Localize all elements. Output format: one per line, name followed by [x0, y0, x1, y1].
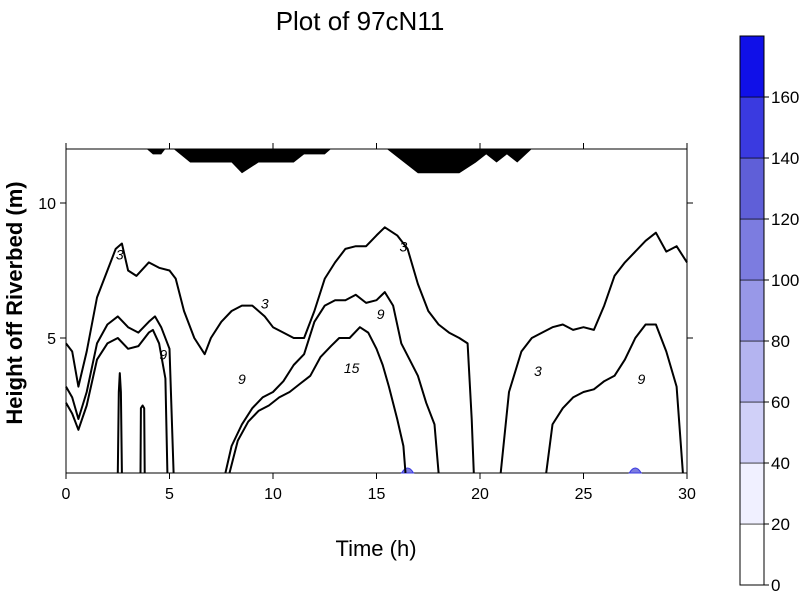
contour-label: 9	[377, 306, 385, 322]
contour-line	[116, 372, 123, 474]
colorbar-tick-label: 0	[771, 576, 780, 595]
contour-label: 15	[344, 360, 360, 376]
colorbar-band	[739, 279, 765, 342]
intensity-patch	[400, 467, 415, 474]
contour-line	[228, 326, 407, 474]
colorbar-band	[739, 340, 765, 403]
x-tick-label: 25	[575, 486, 593, 503]
x-tick-label: 10	[264, 486, 282, 503]
y-tick-label: 10	[38, 196, 56, 213]
x-tick-label: 30	[678, 486, 696, 503]
contour-label: 3	[261, 295, 269, 311]
colorbar-tick-label: 40	[771, 454, 790, 473]
chart-title: Plot of 97cN11	[276, 6, 445, 36]
x-tick-label: 15	[368, 486, 386, 503]
colorbar-tick-label: 160	[771, 88, 799, 107]
contour-label: 3	[534, 363, 542, 379]
contour-line	[545, 323, 684, 474]
contour-label: 9	[638, 371, 646, 387]
contour-label: 3	[116, 247, 124, 263]
contour-line	[139, 404, 146, 474]
contour-label: 9	[159, 347, 167, 363]
contour-label: 9	[238, 371, 246, 387]
colorbar-band	[739, 157, 765, 220]
colorbar-band	[739, 401, 765, 464]
y-tick-label: 5	[47, 331, 56, 348]
colorbar-frame	[739, 35, 765, 586]
x-tick-label: 20	[471, 486, 489, 503]
colorbar: 0 20 40 60 80 100 120 140 160	[739, 35, 799, 595]
colorbar-tick-label: 20	[771, 515, 790, 534]
colorbar-band	[739, 96, 765, 159]
contour-line	[65, 328, 169, 474]
contour-label: 3	[400, 239, 408, 255]
x-tick-label: 0	[62, 486, 71, 503]
colorbar-band	[739, 523, 765, 586]
colorbar-band	[739, 462, 765, 525]
contour-line	[65, 226, 475, 474]
contour-line	[499, 231, 688, 474]
contour-line	[65, 315, 175, 474]
colorbar-tick-label: 80	[771, 332, 790, 351]
x-tick-label: 5	[165, 486, 174, 503]
x-axis-label: Time (h)	[335, 536, 416, 561]
contour-line	[224, 291, 440, 474]
colorbar-band	[739, 35, 765, 98]
colorbar-tick-label: 140	[771, 149, 799, 168]
colorbar-tick-label: 120	[771, 210, 799, 229]
colorbar-tick-label: 100	[771, 271, 799, 290]
surface-mask	[66, 149, 687, 174]
plot-area: 3 3 3 3 9 9 9 9 15 0 5 10 15 20 25 30 5 10	[38, 143, 696, 503]
intensity-patch	[628, 467, 643, 474]
y-axis-label: Height off Riverbed (m)	[2, 181, 27, 424]
colorbar-tick-label: 60	[771, 393, 790, 412]
colorbar-band	[739, 218, 765, 281]
